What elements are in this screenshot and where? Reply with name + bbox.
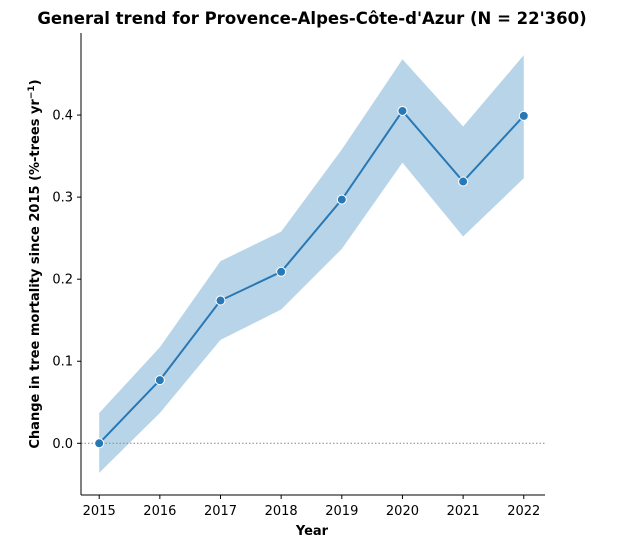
trend-line: [98, 109, 525, 444]
chart-title: General trend for Provence-Alpes-Côte-d'…: [37, 9, 586, 28]
y-axis-label-exponent: −1: [27, 85, 37, 99]
y-tick-label: 0.3: [52, 191, 73, 206]
data-point-2015: [94, 438, 105, 449]
x-tick-label: 2019: [325, 504, 358, 519]
data-point-2019: [336, 194, 347, 205]
confidence-band: [99, 55, 524, 473]
x-tick-label: 2015: [83, 504, 116, 519]
y-axis-label-close: ): [28, 79, 43, 85]
x-tick-label: 2016: [143, 504, 176, 519]
data-point-2021: [458, 176, 469, 187]
data-point-2022: [518, 110, 529, 121]
y-tick-label: 0.4: [52, 109, 73, 124]
y-tick-label: 0.0: [52, 437, 73, 452]
y-axis-label: Change in tree mortality since 2015 (%-t…: [27, 79, 43, 448]
x-tick-label: 2017: [204, 504, 237, 519]
y-tick-label: 0.2: [52, 273, 73, 288]
x-axis-label: Year: [295, 524, 329, 539]
data-point-2018: [276, 266, 287, 277]
data-point-2016: [154, 375, 165, 386]
x-tick-label: 2018: [265, 504, 298, 519]
y-axis-label-main: Change in tree mortality since 2015 (%-t…: [28, 99, 43, 449]
y-tick-label: 0.1: [52, 355, 73, 370]
plot-area: [81, 55, 545, 473]
data-point-2020: [397, 105, 408, 116]
svg-text:Change in tree mortality since: Change in tree mortality since 2015 (%-t…: [27, 79, 43, 448]
axes: 0.0 0.1 0.2 0.3 0.4 2015 2016 2017 2018 2019 2020 2…: [52, 33, 545, 519]
x-tick-label: 2020: [386, 504, 419, 519]
data-point-2017: [215, 295, 226, 306]
x-tick-label: 2022: [507, 504, 540, 519]
x-tick-label: 2021: [447, 504, 480, 519]
